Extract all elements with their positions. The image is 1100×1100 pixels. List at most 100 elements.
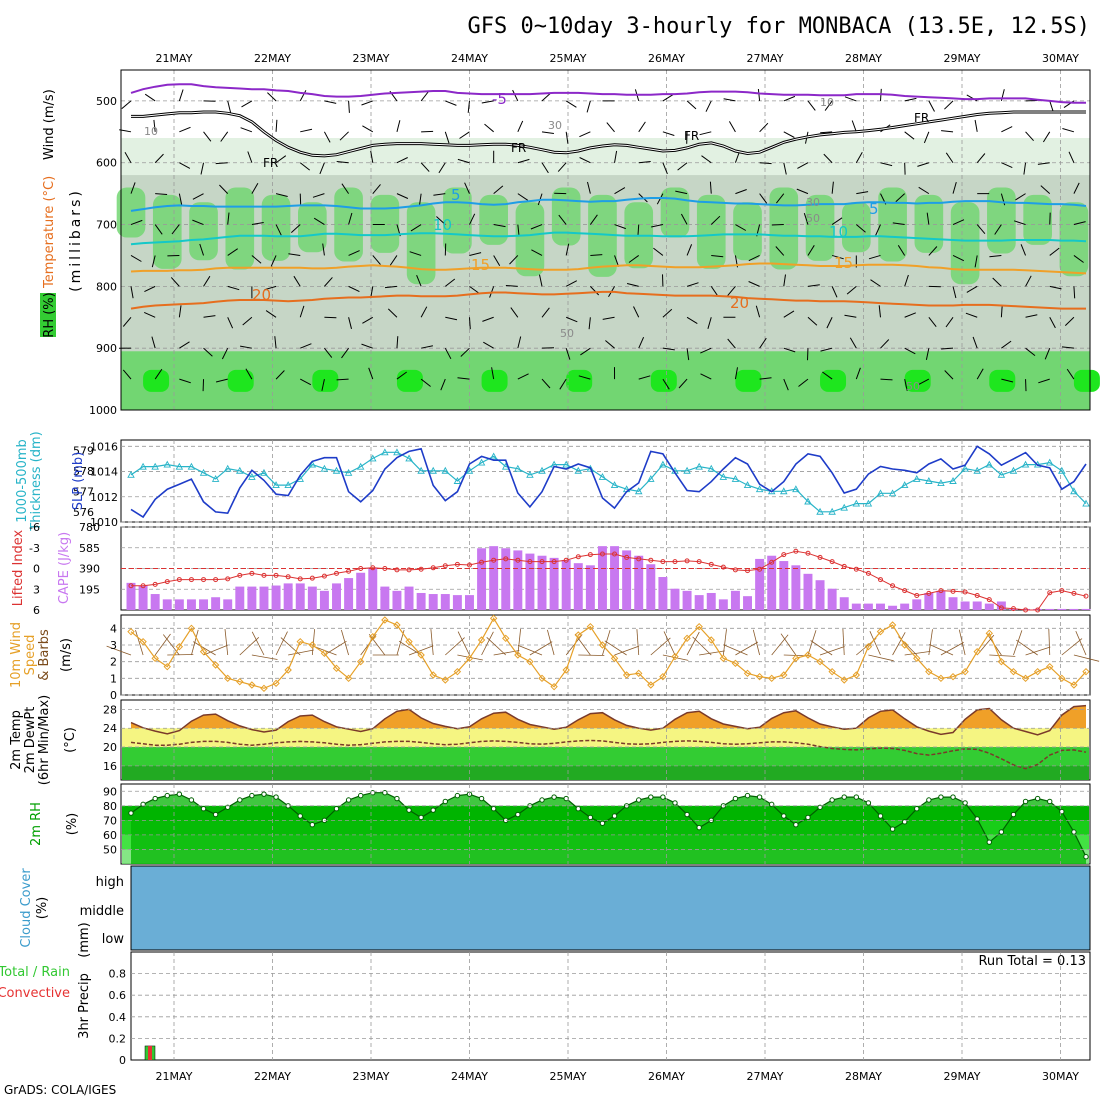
isotherm-line [130,290,1086,310]
wind10-barb [1061,638,1083,656]
thickness-point [695,462,703,470]
rh-label: 10 [144,125,158,138]
wind-barb [855,152,863,163]
cape-bar [223,599,233,610]
wind10-barb [604,640,627,656]
wind10-point [453,667,462,676]
tick-label: 90 [103,785,117,798]
lifted-index-point [273,572,279,578]
wind-barb [855,224,866,233]
lifted-index-point [1083,593,1089,599]
rh-blob-bright [735,369,762,392]
cape-bar [138,585,148,610]
wind-barb [705,100,712,112]
wind-barb [700,347,712,354]
wind-barb [880,378,893,381]
wind10-point [900,641,909,649]
wind-barb [707,317,712,329]
wind-barb [820,347,833,352]
wind-barb [735,189,747,195]
tick-label: 780 [79,521,100,534]
thickness-point [659,460,667,468]
lifted-index-point [527,559,533,565]
thickness-point [562,460,570,468]
wind-barb [396,120,401,132]
precip-axis-label: 3hr Precip (mm) [77,922,92,1039]
day-label: 26MAY [648,1070,685,1083]
wind-barb [410,224,422,232]
wind10-point [695,622,703,631]
isotherm-labels: -5 5 5 10 10 15 15 20 20 FR FR FR FR [252,90,929,312]
wind-barb [270,255,277,267]
lifted-index-point [1010,606,1016,612]
thickness-point [925,477,933,484]
wind10-barb [481,631,494,656]
temperature-label-text: Temperature (°C) [42,176,57,289]
thickness-label: 1000-500mb Thickness (dm) [15,431,44,531]
lifted-index-point [684,558,690,564]
rh2m-point [478,795,485,802]
lifted-index-point [249,570,255,576]
cape-bar [779,561,789,610]
lifted-index-point [515,557,521,563]
lifted-index-point [865,570,871,576]
wind10-barb [928,629,933,656]
wind10-barb [735,641,759,656]
rh2m-point [515,811,521,818]
precip-conv-label: Convective [0,986,70,1001]
wind10-barb [167,654,194,656]
wind-barb [321,378,325,391]
rh2m-point [756,794,763,800]
thickness-point [369,454,377,462]
wind10-line [130,617,1087,689]
wind-barb [686,100,697,110]
wind-barb [1049,317,1056,329]
wind-barb [144,285,156,293]
rh2m-point [732,795,739,802]
wind-barb [493,185,504,195]
wind-barb [904,131,915,140]
wind10-barb [517,629,521,656]
wind-barb [203,347,213,357]
thickness-point [997,470,1006,478]
rh2m-point [793,822,799,828]
cape-li-plot [121,546,1091,613]
wind-barb [820,131,833,134]
thickness-point [163,460,172,468]
rh2m-point [261,791,267,797]
tick-label: 20 [103,741,117,754]
thickness-point [260,468,268,476]
wind10-point [671,652,679,661]
svg-text:3hr Precip: 3hr Precip [77,973,92,1039]
cloud-unit: (%) [35,897,50,920]
tick-label: 195 [79,583,100,596]
isotherm-label: 5 [869,200,879,218]
credit: GrADS: COLA/IGES [4,1083,116,1097]
lifted-index-point [370,565,376,571]
wind-barb [227,100,232,113]
rh2m-label: 2m RH [29,802,44,846]
precip-frame [130,951,1091,1061]
tick-label: 28 [103,703,117,716]
cape-bar [815,580,825,610]
lifted-index-point [479,559,485,565]
lifted-index-point [201,577,207,583]
wind-barb [579,131,591,138]
temp-band-dark [122,765,1089,780]
cape-bar [174,599,184,610]
isotherm-line [130,231,1087,246]
cape-bar [984,603,994,610]
wind10-point [574,631,582,639]
wind-barb [267,92,277,102]
rh2m-point [454,792,461,799]
temp2m-plot [122,704,1089,780]
wind10-point [1033,667,1042,676]
lifted-index-point [672,559,678,565]
run-total: Run Total = 0.13 [978,954,1086,969]
thickness-point [429,466,437,474]
wind-barb [776,193,785,204]
wind-barb [420,91,429,102]
wind10-point [598,641,607,649]
precip-plot [144,1045,156,1061]
rh-blob [261,194,291,261]
